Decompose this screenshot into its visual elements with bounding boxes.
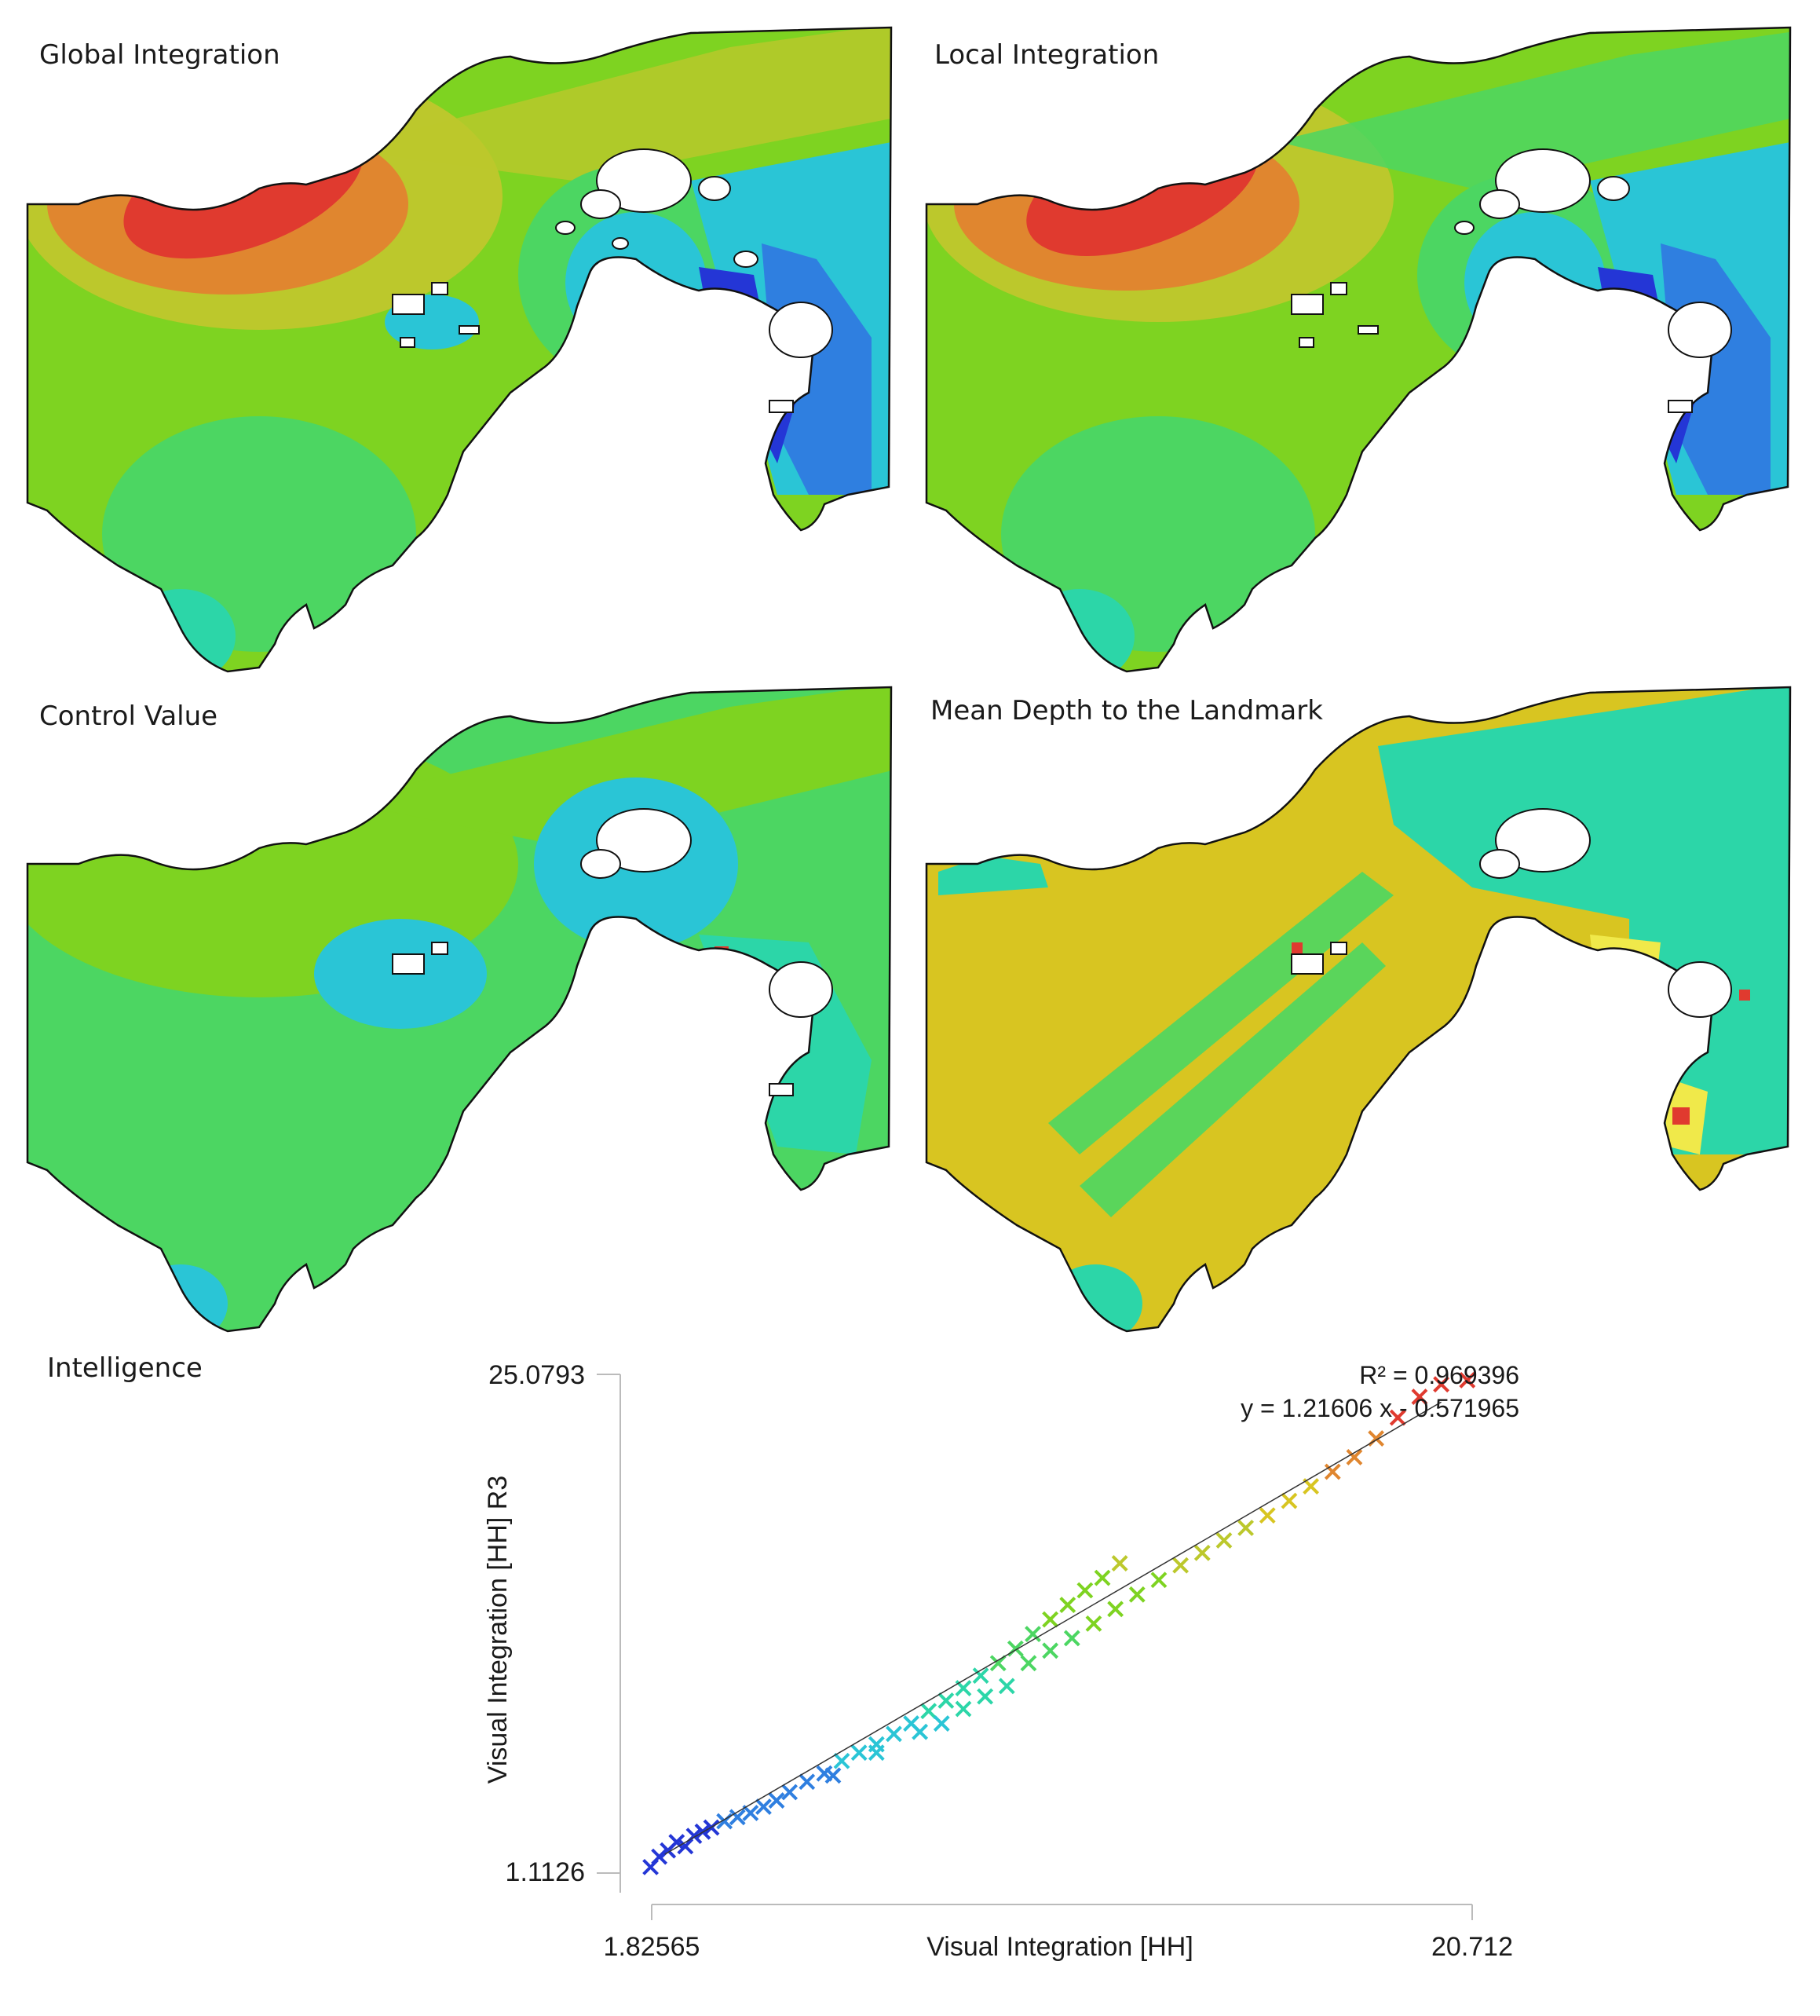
scatter-point bbox=[977, 1688, 994, 1705]
scatter-point bbox=[1215, 1531, 1233, 1549]
x-axis-label: Visual Integration [HH] bbox=[926, 1932, 1193, 1962]
scatter-point bbox=[1063, 1630, 1080, 1647]
scatter-point bbox=[850, 1744, 868, 1762]
mean-depth-map bbox=[925, 686, 1792, 1333]
scatter-point bbox=[920, 1703, 937, 1720]
scatter-point bbox=[768, 1792, 785, 1809]
scatter-point bbox=[1281, 1492, 1298, 1509]
scatter-point bbox=[1193, 1544, 1211, 1561]
mean-depth-title: Mean Depth to the Landmark bbox=[930, 695, 1323, 726]
scatter-point bbox=[755, 1798, 772, 1815]
scatter-axes bbox=[597, 1374, 1473, 1920]
scatter-point bbox=[833, 1752, 850, 1769]
control-value-title: Control Value bbox=[39, 701, 218, 732]
scatter-points bbox=[642, 1371, 1476, 1875]
scatter-fit-line bbox=[664, 1401, 1442, 1855]
control-value-map bbox=[26, 686, 893, 1333]
scatter-point bbox=[1059, 1597, 1076, 1613]
intelligence-scatter-chart: 25.0793 1.1126 1.82565 20.712 Visual Int… bbox=[483, 1360, 1519, 1962]
scatter-point bbox=[998, 1678, 1015, 1695]
scatter-point bbox=[742, 1805, 759, 1821]
equation-label: y = 1.21606 x - 0.571965 bbox=[1241, 1394, 1519, 1422]
x-min-label: 1.82565 bbox=[604, 1932, 700, 1962]
scatter-point bbox=[972, 1667, 989, 1685]
scatter-point bbox=[824, 1767, 842, 1784]
scatter-point bbox=[1303, 1478, 1320, 1495]
scatter-point bbox=[912, 1723, 929, 1740]
y-max-label: 25.0793 bbox=[488, 1360, 585, 1390]
global-integration-title: Global Integration bbox=[39, 39, 280, 71]
scatter-point bbox=[799, 1773, 816, 1791]
scatter-point bbox=[1085, 1615, 1102, 1632]
local-integration-map bbox=[925, 26, 1792, 673]
y-min-label: 1.1126 bbox=[506, 1857, 585, 1887]
y-axis-label: Visual Integration [HH] R3 bbox=[483, 1476, 513, 1784]
scatter-point bbox=[1076, 1582, 1094, 1599]
scatter-point bbox=[1324, 1463, 1341, 1480]
local-integration-title: Local Integration bbox=[934, 39, 1160, 71]
scatter-point bbox=[1259, 1507, 1276, 1524]
scatter-point bbox=[1172, 1557, 1190, 1574]
scatter-point bbox=[729, 1809, 746, 1826]
scatter-point bbox=[1389, 1409, 1406, 1426]
scatter-point bbox=[868, 1744, 885, 1762]
scatter-point bbox=[1459, 1371, 1476, 1389]
scatter-point bbox=[668, 1834, 685, 1851]
scatter-point bbox=[651, 1848, 668, 1865]
scatter-point bbox=[1433, 1376, 1450, 1393]
scatter-point bbox=[1025, 1626, 1041, 1643]
global-integration-map bbox=[26, 26, 893, 673]
scatter-point bbox=[1042, 1642, 1059, 1659]
scatter-point bbox=[1094, 1569, 1111, 1586]
scatter-point bbox=[1411, 1389, 1428, 1406]
scatter-point bbox=[1020, 1655, 1037, 1672]
scatter-point bbox=[989, 1655, 1007, 1672]
scatter-point bbox=[1111, 1555, 1128, 1571]
scatter-point bbox=[933, 1715, 950, 1732]
intelligence-title: Intelligence bbox=[47, 1352, 203, 1384]
regression-line bbox=[664, 1401, 1442, 1855]
x-max-label: 20.712 bbox=[1431, 1932, 1513, 1962]
scatter-point bbox=[1346, 1449, 1363, 1465]
scatter-point bbox=[1107, 1601, 1124, 1618]
scatter-point bbox=[1237, 1520, 1255, 1536]
scatter-point bbox=[781, 1784, 799, 1801]
scatter-point bbox=[886, 1725, 902, 1743]
r-squared-label: R² = 0.969396 bbox=[1359, 1361, 1519, 1389]
scatter-point bbox=[1150, 1571, 1168, 1589]
scatter-point bbox=[1042, 1611, 1059, 1628]
scatter-point bbox=[1128, 1586, 1146, 1603]
scatter-point bbox=[955, 1700, 972, 1718]
scatter-point bbox=[937, 1692, 955, 1709]
